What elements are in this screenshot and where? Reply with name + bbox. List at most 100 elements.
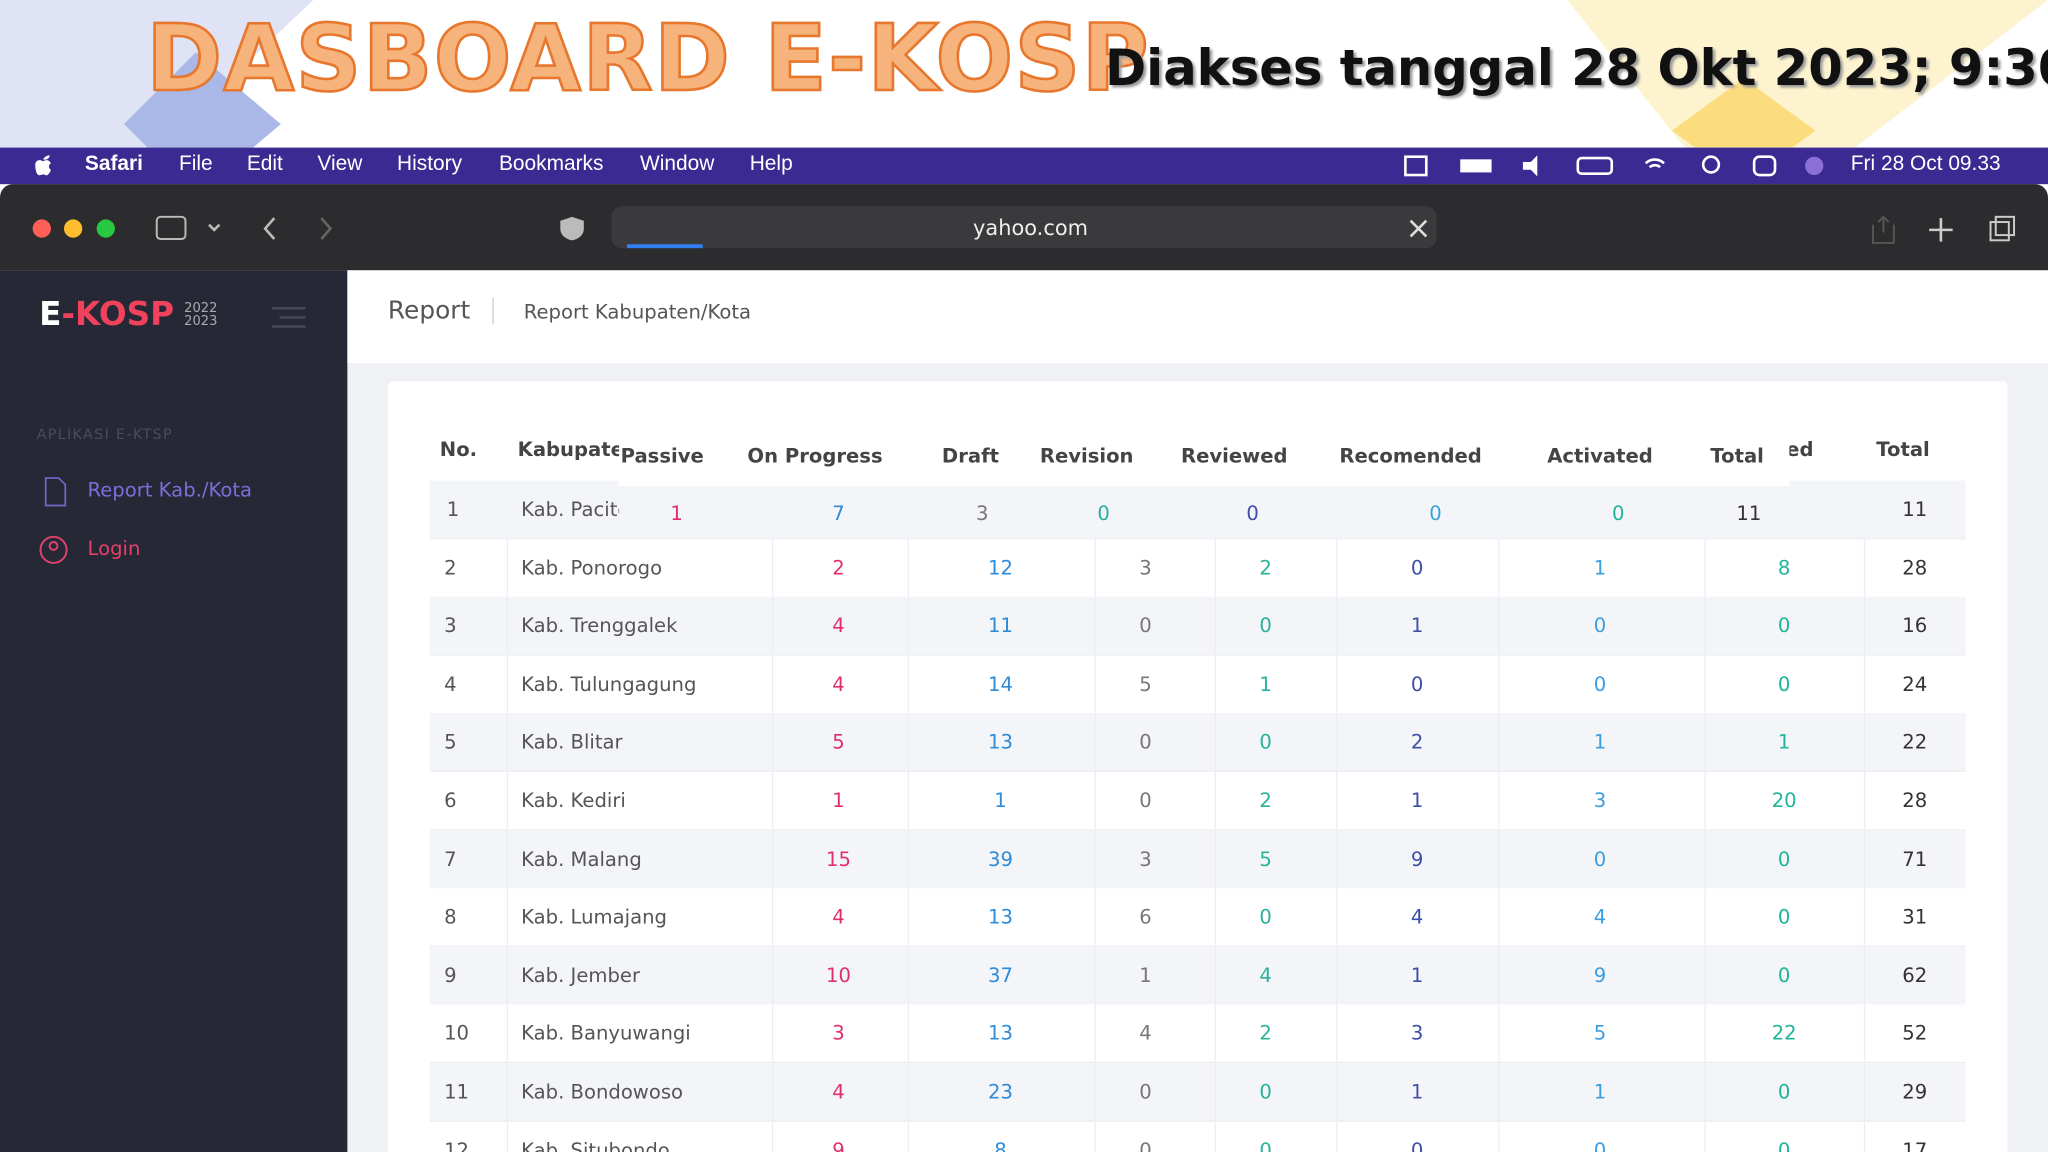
menu-item[interactable]: View [317,152,363,176]
menu-toggle[interactable] [269,306,308,330]
breadcrumb[interactable]: Report Kabupaten/Kota [523,300,752,324]
cell-border [1863,830,1866,888]
cell-value: 8 [994,1138,1007,1152]
cell-border [771,771,774,830]
nav-link[interactable]: Login [87,536,141,561]
table-row [429,1004,1966,1064]
menu-item[interactable]: Window [639,152,715,176]
cell-value: 0 [1777,905,1791,929]
cell-value: 0 [1593,614,1607,638]
cell-border [1704,1004,1706,1063]
cell-value: 22 [1902,730,1928,755]
url[interactable]: yahoo.com [973,215,1088,241]
cell-text: Kab. Kediri [521,788,626,813]
column-header: Total [1876,437,1930,462]
cell-border [771,538,774,597]
cell-border [1704,713,1706,772]
table-row [429,771,1966,831]
table-row [429,538,1966,598]
banner-date: Diakses tanggal 28 Okt 2023; 9:30 [1104,39,2048,97]
cell-text: Kab. Ponorogo [521,555,663,580]
cell-border [1498,597,1500,655]
cell-text: Kab. Blitar [521,730,623,755]
cell-value: 0 [1139,730,1152,755]
column-header: Reviewed [1180,444,1288,468]
cell-border [1214,597,1216,655]
menu-bar [0,147,2048,185]
cell-value: 8 [1777,555,1791,580]
cell-value: 4 [1259,963,1272,988]
nav-link[interactable]: Report Kab./Kota [87,478,253,502]
cell-value: 11 [988,614,1013,638]
cell-border [1336,1121,1338,1152]
sidebar [0,270,348,1152]
cell-border [1704,946,1706,1005]
year: 2023 [184,314,218,330]
cell-value: 2 [1259,788,1272,813]
cell-border [1863,1004,1866,1063]
cell-value: 1 [1410,614,1424,638]
cell-border [1498,655,1500,713]
cell-border [1336,1063,1338,1121]
cell-border [1863,771,1866,830]
menu-item[interactable]: Help [749,152,793,176]
column-header: On Progress [747,444,883,468]
cell-border [1336,946,1338,1005]
cell-border [1704,655,1706,713]
cell-value: 20 [1771,788,1797,813]
cell-value: 6 [1139,905,1152,929]
cell-text: Kab. Pacitc [521,497,620,522]
cell-border [771,655,774,713]
cell-value: 0 [1097,501,1110,526]
menu-item[interactable]: Safari [84,152,143,176]
nav-icons [39,477,68,564]
cell-value: 9 [832,1138,845,1152]
cell-value: 0 [1139,1080,1152,1104]
cell-border [1498,538,1500,597]
cell-value: 0 [1593,847,1607,871]
column-header: No. [439,437,478,462]
cell-value: 13 [988,1021,1013,1046]
cell-value: 2 [1410,730,1424,755]
cell-value: 4 [832,672,845,696]
apple-icon[interactable] [31,153,55,179]
cell-number: 5 [444,730,457,755]
column-header: Draft [941,444,999,468]
section-label: APLIKASI E-KTSP [36,425,173,443]
toolbar-icons[interactable] [1405,214,2032,245]
cell-value: 13 [988,905,1013,929]
cell-value: 0 [1139,614,1152,638]
cell-border [1094,888,1096,946]
cell-value: 11 [1736,501,1762,526]
cell-value: 1 [1593,1080,1607,1104]
cell-border [907,830,910,888]
menu-item[interactable]: Edit [246,152,283,176]
cell-value: 2 [1259,1021,1272,1046]
cell-value: 1 [1410,788,1424,813]
menu-item[interactable]: Bookmarks [498,152,604,176]
cell-text: Kab. Trenggalek [521,614,678,638]
menu-item[interactable]: History [397,152,463,176]
cell-number: 2 [444,555,457,580]
status-icons [1404,155,1824,177]
address-bar[interactable] [611,206,1437,249]
cell-border [1214,771,1216,830]
cell-text: Kab. Lumajang [521,905,667,929]
cell-border [506,655,509,713]
cell-border [771,888,774,946]
cell-border [1704,1063,1706,1121]
cell-value: 17 [1902,1138,1928,1152]
cell-border [1094,946,1096,1005]
cell-value: 0 [1777,1080,1791,1104]
menu-item[interactable]: File [178,152,213,176]
cell-value: 4 [832,1080,845,1104]
cell-border [1214,888,1216,946]
cell-value: 1 [1259,672,1272,696]
window-controls[interactable] [26,209,757,248]
cell-value: 0 [1259,614,1272,638]
cell-value: 3 [975,501,989,526]
clock: Fri 28 Oct 09.33 [1850,152,2001,176]
banner-title: DASBOARD E-KOSP [145,4,1150,114]
cell-border [771,1004,774,1063]
